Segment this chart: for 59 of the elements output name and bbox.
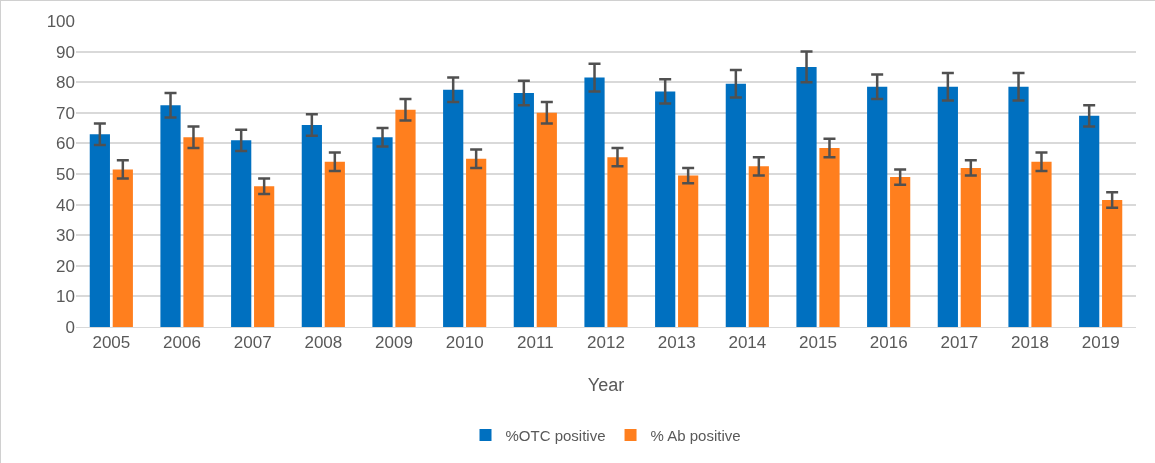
y-tick-label: 80 [56,73,75,93]
bar [1008,86,1029,327]
bar [1079,115,1100,327]
bar [372,137,393,327]
x-tick-label: 2016 [869,333,908,353]
bar [513,92,534,327]
y-tick-label: 90 [56,42,75,62]
bar [231,140,252,327]
y-tick-label: 30 [56,226,75,246]
x-tick-label: 2011 [517,333,554,353]
bar [395,109,416,327]
y-tick-label: 100 [46,11,75,31]
x-tick-label: 2014 [728,333,767,353]
bar [584,77,605,327]
bar [796,66,817,327]
bar [466,158,487,327]
bar [655,91,676,327]
x-tick-label: 2012 [587,333,625,353]
bar [89,134,110,327]
bar [301,125,322,327]
bar [867,86,888,327]
x-tick-label: 2005 [92,333,131,353]
bar [890,177,911,327]
bar [1031,161,1052,327]
bar [748,166,769,327]
y-tick-label: 70 [56,103,75,123]
bar [678,175,699,327]
legend-label: %OTC positive [505,426,606,444]
x-tick-label: 2018 [1011,333,1049,353]
legend-label: % Ab positive [650,426,741,444]
bar [443,89,464,327]
x-tick-label: 2015 [799,333,837,353]
x-tick-label: 2006 [163,333,201,353]
x-tick-label: 2008 [304,333,343,353]
x-tick-label: 2010 [445,333,484,353]
bar [819,147,840,327]
y-tick-label: 50 [56,164,75,184]
y-tick-label: 60 [56,134,75,154]
bar [324,161,345,327]
bar [536,112,557,327]
bar [183,137,204,327]
x-tick-label: 2009 [375,333,413,353]
bar [725,83,746,327]
y-tick-label: 20 [56,256,75,276]
bar [937,86,958,327]
x-tick-label: 2019 [1081,333,1120,353]
x-axis-title: Year [587,375,625,395]
x-tick-label: 2017 [940,333,979,353]
x-tick-label: 2007 [233,333,272,353]
bar [1102,200,1123,327]
bar [160,105,181,327]
y-tick-label: 0 [65,317,75,337]
bar [607,157,628,327]
y-tick-label: 10 [56,287,75,307]
bar [254,186,275,327]
bar [960,167,981,327]
y-tick-label: 40 [56,195,75,215]
x-tick-label: 2013 [657,333,696,353]
bar [112,169,133,327]
